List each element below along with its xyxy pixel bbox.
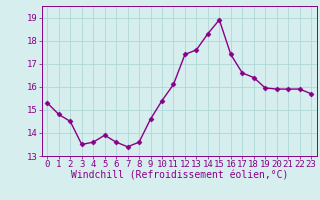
X-axis label: Windchill (Refroidissement éolien,°C): Windchill (Refroidissement éolien,°C): [70, 171, 288, 181]
